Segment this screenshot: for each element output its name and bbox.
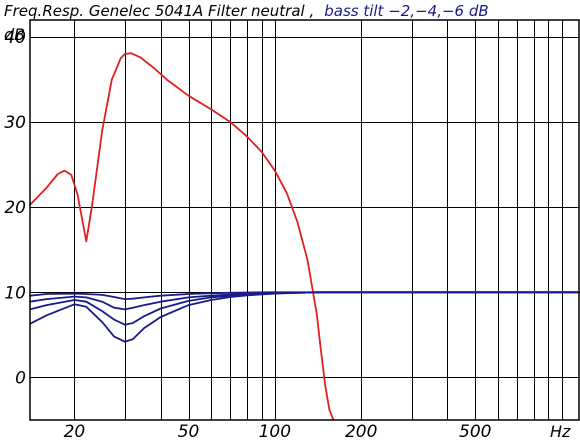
x-axis-unit-label: Hz — [550, 422, 571, 440]
chart-title-main: Freq.Resp. Genelec 5041A Filter neutral … — [4, 2, 314, 20]
x-tick-label: 20 — [64, 422, 86, 440]
series-group — [29, 52, 580, 421]
series-line-blue — [29, 291, 580, 311]
series-line-blue — [29, 291, 580, 343]
y-tick-label: 0 — [15, 368, 26, 388]
y-tick-label: 40 — [4, 28, 26, 48]
y-tick-label: 30 — [4, 113, 26, 133]
x-tick-label: 500 — [459, 422, 491, 440]
grid — [30, 20, 579, 420]
y-axis-unit-label: dB — [4, 25, 25, 44]
chart-title-bass-tilt: bass tilt −2,−4,−6 dB — [324, 2, 488, 20]
plot-frame — [29, 19, 580, 421]
y-tick-label: 20 — [4, 198, 26, 218]
x-tick-label: 100 — [259, 422, 291, 440]
x-tick-label: 50 — [178, 422, 200, 440]
series-line-red — [29, 52, 335, 421]
y-tick-label: 10 — [4, 283, 26, 303]
chart-title: Freq.Resp. Genelec 5041A Filter neutral … — [4, 2, 489, 20]
x-tick-label: 200 — [345, 422, 377, 440]
